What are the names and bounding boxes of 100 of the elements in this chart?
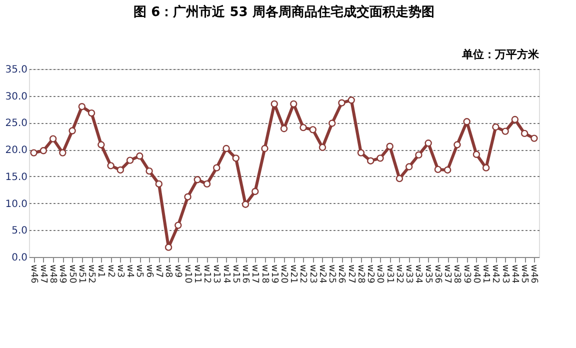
x-tick-label: w31 — [384, 264, 394, 284]
x-tick-label: w33 — [404, 264, 414, 284]
point — [30, 149, 38, 156]
point — [78, 103, 86, 110]
x-tick-label: w26 — [336, 264, 346, 284]
point — [348, 96, 355, 104]
x-tick-label: w43 — [500, 264, 510, 284]
point — [98, 141, 105, 148]
point — [68, 127, 76, 134]
point — [59, 149, 66, 156]
x-tick-label: w47 — [38, 264, 48, 284]
point — [300, 124, 307, 132]
x-tick-label: w39 — [461, 264, 472, 284]
x-tick-label: w2 — [105, 264, 116, 278]
point — [502, 128, 509, 135]
x-tick-label: w13 — [211, 264, 222, 284]
point — [270, 100, 278, 108]
point — [261, 144, 268, 152]
point — [126, 156, 134, 164]
point — [405, 163, 413, 170]
x-tick-label: w18 — [259, 264, 270, 284]
x-tick-label: w6 — [144, 264, 154, 278]
text: 单位：万平方米 — [461, 48, 540, 61]
x-tick-label: w24 — [316, 264, 327, 284]
x-tick-label: w9 — [172, 264, 183, 278]
x-tick-label: w46 — [528, 264, 539, 284]
x-tick-label: w38 — [452, 264, 462, 284]
y-tick-label: 0.0 — [12, 252, 28, 264]
point — [367, 157, 374, 164]
x-tick-label: w16 — [240, 264, 250, 284]
point — [454, 141, 461, 148]
x-tick-label: w45 — [519, 264, 530, 284]
x-tick-label: w52 — [86, 264, 96, 284]
y-tick-label: 35.0 — [5, 64, 28, 76]
point — [472, 150, 480, 158]
x-tick-label: w10 — [182, 264, 192, 284]
y-tick-label: 5.0 — [12, 226, 28, 237]
point — [40, 147, 48, 154]
x-tick-label: w51 — [76, 264, 86, 284]
point — [107, 162, 114, 170]
x-tick-label: w25 — [326, 264, 337, 284]
x-tick-label: w4 — [124, 264, 135, 278]
y-tick-label: 15.0 — [5, 172, 28, 183]
x-tick-label: w41 — [480, 264, 491, 284]
point — [213, 164, 220, 172]
point — [49, 135, 57, 142]
point — [520, 130, 528, 138]
x-tick-label: w29 — [365, 264, 376, 284]
x-tick-label: w34 — [413, 264, 424, 284]
point — [415, 151, 422, 159]
x-tick-label: w27 — [346, 264, 356, 284]
y-tick-label: 20.0 — [5, 145, 28, 156]
x-tick-label: w5 — [134, 264, 144, 278]
x-tick-label: w40 — [470, 264, 481, 284]
x-tick-label: w12 — [202, 264, 212, 284]
point — [424, 140, 432, 147]
y-tick-label: 10.0 — [5, 198, 28, 210]
point — [184, 193, 192, 200]
x-tick-label: w44 — [509, 264, 520, 284]
point — [492, 123, 500, 131]
x-tick-label: w11 — [192, 264, 202, 284]
chart-title: 图 6：广州市近 53 周各周商品住宅成交面积走势图 — [134, 4, 434, 20]
point — [88, 109, 96, 117]
x-tick-label: w42 — [490, 264, 500, 284]
x-tick-label: w22 — [298, 264, 308, 284]
x-tick-label: w8 — [163, 264, 174, 278]
x-tick-label: w23 — [307, 264, 318, 284]
point — [155, 180, 163, 188]
point — [338, 99, 346, 106]
x-tick-label: w46 — [28, 264, 38, 284]
point — [463, 118, 470, 126]
point — [328, 120, 336, 127]
x-tick-label: w21 — [288, 264, 298, 284]
x-tick-label: w30 — [374, 264, 385, 284]
point — [386, 142, 394, 150]
point — [146, 167, 153, 175]
point — [164, 244, 172, 251]
point — [444, 166, 452, 174]
x-tick-label: w7 — [153, 264, 164, 278]
x-tick-label: w32 — [394, 264, 404, 284]
point — [511, 116, 519, 124]
x-tick-label: w14 — [220, 264, 231, 284]
x-tick-label: w37 — [442, 264, 452, 284]
point — [357, 149, 365, 156]
point — [530, 134, 538, 142]
x-tick-label: w20 — [278, 264, 288, 284]
point — [174, 222, 182, 229]
point — [116, 166, 124, 174]
point — [232, 154, 240, 162]
point — [482, 164, 490, 172]
point — [222, 144, 230, 152]
y-tick-label: 25.0 — [5, 118, 28, 130]
point — [376, 154, 384, 162]
x-tick-label: w36 — [432, 264, 442, 284]
point — [318, 144, 326, 152]
x-tick-label: w19 — [268, 264, 279, 284]
point — [434, 166, 442, 174]
x-tick-label: w48 — [48, 264, 58, 284]
x-tick-label: w1 — [96, 264, 106, 278]
x-tick-label: w17 — [250, 264, 260, 284]
